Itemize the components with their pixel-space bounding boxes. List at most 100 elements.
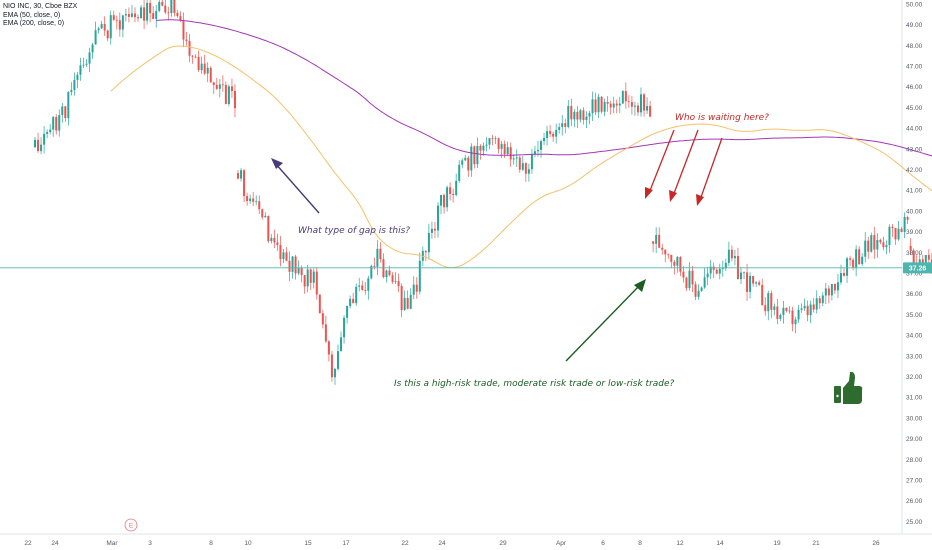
legend-symbol-title[interactable]: NIO INC, 30, Cboe BZX [3,3,78,10]
red-arrowhead-2 [669,190,677,202]
candle-body [252,198,255,202]
candle-body [558,127,561,130]
candle-body [243,170,246,197]
candle-body [536,149,539,152]
waiting-annotation: Who is waiting here? [645,113,769,206]
candle-body [273,237,276,243]
red-arrow-2 [672,129,699,197]
candle-body [791,310,794,325]
candle-body [718,268,721,274]
candle-body [827,288,830,296]
candle-body [497,138,500,149]
candle-body [94,30,97,45]
candle-body [152,13,155,19]
candle-body [664,249,667,255]
candle-body [549,131,552,134]
candle-body [609,103,612,108]
candle-body [849,258,852,260]
price-tick-label: 35.00 [906,312,923,319]
candle-body [858,249,861,265]
red-arrow-1 [648,129,675,194]
candle-body [230,86,233,91]
price-tick-label: 49.00 [906,22,923,29]
candle-body [776,306,779,319]
legend-ema-200[interactable]: EMA (200, close, 0) [3,20,65,27]
candle-body [727,249,730,263]
candle-body [112,15,115,20]
candle-body [855,249,858,268]
candle-body [261,209,264,218]
candle-body [530,154,533,170]
chart-legend: NIO INC, 30, Cboe BZX EMA (50, close, 0)… [3,3,77,29]
candle-body [34,139,36,148]
gap-arrowhead [271,158,283,169]
candle-body [324,324,327,342]
time-tick-label: 8 [209,540,213,547]
candle-body [355,286,358,304]
candle-body [237,173,240,179]
candle-body [891,226,894,228]
candle-body [106,30,109,39]
price-tick-label: 39.00 [906,229,923,236]
candle-body [700,287,703,291]
candle-body [649,106,652,117]
candle-body [167,12,170,14]
candle-body [246,196,249,202]
candle-body [867,240,870,252]
time-tick-label: 24 [51,540,59,547]
time-tick-label: 10 [244,540,252,547]
candle-body [697,290,700,297]
price-tick-label: 25.00 [906,519,923,526]
candle-body [358,285,361,287]
candle-body [836,282,839,291]
candle-body [52,117,55,130]
candle-body [800,308,803,310]
thumbs-up-icon [834,371,863,404]
time-tick-label: 22 [401,540,409,547]
current-price-tag: 37.26 [903,262,932,274]
candle-body [97,28,100,31]
candle-body [436,205,439,231]
candle-body [661,247,664,250]
candle-body [903,217,906,232]
candle-body [279,245,282,260]
candle-body [433,228,436,231]
candle-body [443,194,446,208]
candle-body [321,313,324,325]
candle-body [579,110,582,120]
candle-body [627,101,630,103]
candle-body [900,228,903,232]
candle-body [706,273,709,278]
candle-body [555,129,558,137]
candle-body [394,281,397,282]
candle-body [249,198,252,202]
candle-body [873,235,876,250]
candle-body [91,44,94,53]
candle-body [197,57,200,71]
candle-body [140,7,143,19]
candle-body [691,270,694,285]
candle-body [761,284,764,306]
candle-body [876,239,879,250]
candle-body [215,84,218,89]
candle-body [233,90,236,109]
candle-body [909,245,912,251]
earnings-marker[interactable]: E [124,518,138,532]
candle-body [61,106,64,115]
candle-body [894,227,897,240]
candle-body [879,239,882,243]
legend-ema-50[interactable]: EMA (50, close, 0) [3,11,61,19]
price-tick-label: 44.00 [906,126,923,133]
price-tick-label: 28.00 [906,457,923,464]
candle-body [788,310,791,312]
time-tick-label: 19 [773,540,781,547]
candle-body [282,252,285,260]
candle-body [55,117,58,131]
candle-body [924,255,927,267]
candle-body [173,0,176,13]
candle-body [673,261,676,266]
candle-body [312,271,315,283]
candle-body [185,39,188,41]
earnings-e-icon[interactable] [124,518,138,532]
